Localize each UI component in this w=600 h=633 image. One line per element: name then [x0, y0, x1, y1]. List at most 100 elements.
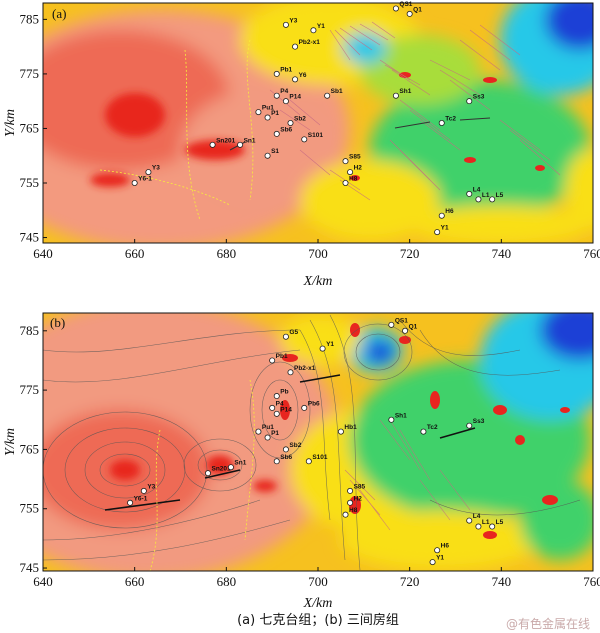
well-marker: [145, 169, 152, 176]
x-tick-label: 740: [492, 246, 512, 261]
well-marker: [264, 434, 271, 441]
well-label: Sh1: [395, 412, 407, 419]
well-label: Sb1: [331, 88, 343, 95]
well-marker: [127, 499, 134, 506]
well-marker: [347, 169, 354, 176]
y-tick-label: 785: [20, 323, 40, 338]
x-tick-label: 680: [217, 246, 237, 261]
well-label: Y3: [147, 483, 155, 490]
well-label: Hb1: [344, 424, 357, 431]
well-label: Q1: [409, 323, 418, 330]
well-label: Ss3: [473, 94, 485, 101]
y-tick-label: 755: [20, 175, 40, 190]
well-marker: [292, 76, 299, 83]
well-marker: [489, 196, 496, 203]
well-label: Y1: [436, 555, 444, 562]
well-label: P4: [276, 400, 284, 407]
well-label: Sh1: [399, 88, 411, 95]
well-label: P14: [289, 94, 301, 101]
well-marker: [475, 196, 482, 203]
well-label: H2: [354, 165, 363, 172]
well-label: Q1: [413, 6, 422, 13]
well-label: Y3: [289, 17, 297, 24]
well-marker: [347, 499, 354, 506]
well-marker: [292, 43, 299, 50]
panel-b-label: (b): [50, 315, 65, 330]
well-label: L4: [473, 186, 481, 193]
well-label: Sb2: [289, 442, 301, 449]
well-label: S101: [308, 132, 324, 139]
well-marker: [489, 523, 496, 530]
panel-a: (a) 640 660 680 700 720 740 760 785 775 765 755 745…: [3, 1, 600, 289]
watermark: @有色金属在线: [506, 616, 590, 631]
well-marker: [402, 327, 409, 334]
panel-b-ylabel: Y/km: [3, 428, 18, 456]
well-marker: [282, 98, 289, 105]
well-label: Tc2: [427, 424, 438, 431]
panel-b-map: [43, 313, 593, 571]
y-tick-label: 775: [20, 66, 40, 81]
y-tick-label: 775: [20, 382, 40, 397]
well-marker: [255, 428, 262, 435]
y-tick-label: 745: [20, 560, 40, 575]
panel-a-ylabel: Y/km: [3, 109, 18, 137]
well-label: Pb1: [280, 66, 292, 73]
well-marker: [392, 5, 399, 12]
well-marker: [204, 470, 211, 477]
well-marker: [342, 179, 349, 186]
well-label: Sb6: [280, 454, 292, 461]
well-marker: [434, 547, 441, 554]
well-marker: [466, 190, 473, 197]
well-marker: [392, 92, 399, 99]
well-label: Y1: [317, 23, 325, 30]
well-label: Y6-1: [134, 495, 148, 502]
well-marker: [301, 404, 308, 411]
well-label: S85: [349, 154, 361, 161]
well-marker: [255, 109, 262, 116]
well-marker: [273, 410, 280, 417]
well-label: Sb6: [280, 126, 292, 133]
x-tick-label: 760: [583, 574, 600, 589]
well-label: L4: [473, 513, 481, 520]
well-marker: [388, 321, 395, 328]
well-label: P1: [271, 430, 279, 437]
well-label: Pb1: [276, 353, 288, 360]
figure-caption: (a) 七克台组；(b) 三间房组: [237, 612, 399, 628]
well-label: H8: [349, 176, 358, 183]
well-label: Y1: [326, 341, 334, 348]
well-marker: [310, 27, 317, 34]
well-marker: [438, 212, 445, 219]
well-marker: [466, 422, 473, 429]
well-label: L1: [482, 192, 490, 199]
well-marker: [301, 136, 308, 143]
y-tick-label: 765: [20, 441, 40, 456]
well-label: P14: [280, 406, 292, 413]
well-label: QS1: [399, 1, 412, 8]
well-label: H6: [441, 543, 450, 550]
well-label: H6: [445, 208, 454, 215]
well-marker: [282, 21, 289, 28]
panel-b-xlabel: X/km: [303, 596, 333, 611]
x-tick-label: 700: [308, 574, 328, 589]
well-marker: [264, 114, 271, 121]
well-marker: [227, 464, 234, 471]
well-label: S85: [354, 483, 366, 490]
well-marker: [273, 70, 280, 77]
y-tick-label: 755: [20, 501, 40, 516]
well-marker: [273, 393, 280, 400]
well-label: P4: [280, 88, 288, 95]
well-label: Ss3: [473, 418, 485, 425]
well-marker: [209, 141, 216, 148]
well-label: S1: [271, 148, 279, 155]
well-label: Y6: [299, 72, 307, 79]
well-marker: [347, 487, 354, 494]
well-marker: [273, 458, 280, 465]
well-label: Sn201: [216, 137, 236, 144]
well-label: Pu1: [262, 105, 274, 112]
x-tick-label: 640: [33, 574, 53, 589]
well-label: Pu1: [262, 424, 274, 431]
well-label: Pb2-x1: [299, 39, 321, 46]
